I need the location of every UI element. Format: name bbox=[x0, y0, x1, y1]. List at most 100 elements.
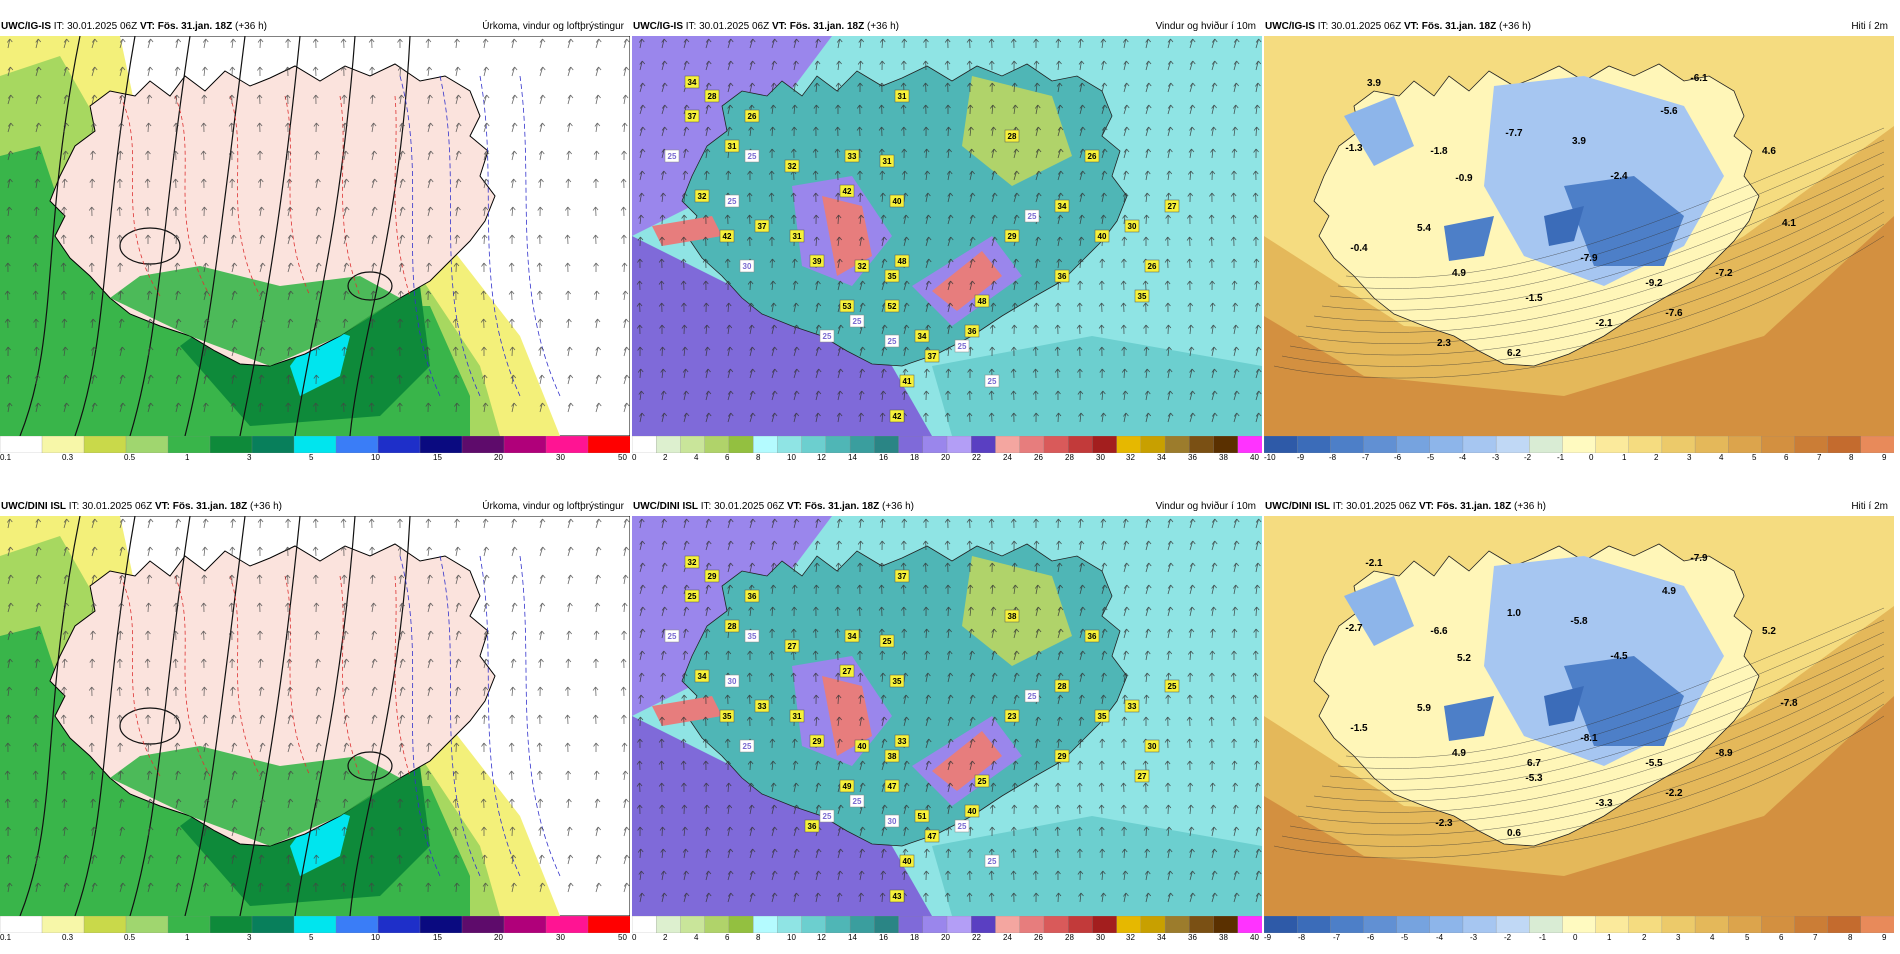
colorbar-swatch bbox=[728, 436, 754, 453]
colorbar-swatch bbox=[1068, 436, 1094, 453]
svg-text:37: 37 bbox=[898, 572, 907, 581]
temp-colorbar-ticks: -9 -8 -7 -6 -5 -4 -3 -2 -1 0 1 2 3 4 5 6 7 8 9 bbox=[1264, 933, 1894, 945]
svg-text:26: 26 bbox=[1148, 262, 1157, 271]
colorbar-swatch bbox=[753, 436, 779, 453]
colorbar-tick-label: 9 bbox=[1882, 453, 1887, 462]
temperature-label: -1.5 bbox=[1525, 293, 1543, 304]
colorbar-swatch bbox=[801, 436, 827, 453]
svg-text:52: 52 bbox=[888, 302, 897, 311]
gust-label: 25 bbox=[879, 634, 895, 648]
gust-label: 39 bbox=[809, 254, 825, 268]
colorbar-swatch bbox=[1761, 436, 1796, 453]
precip-colorbar-ticks: 0.1 0.3 0.5 1 3 5 10 15 20 30 50 bbox=[0, 933, 630, 945]
svg-text:37: 37 bbox=[688, 112, 697, 121]
svg-text:26: 26 bbox=[1088, 152, 1097, 161]
svg-text:36: 36 bbox=[1058, 272, 1067, 281]
colorbar-swatch bbox=[587, 916, 630, 933]
svg-text:39: 39 bbox=[813, 257, 822, 266]
temp-cold-west bbox=[1444, 216, 1494, 261]
svg-text:29: 29 bbox=[708, 572, 717, 581]
colorbar-tick-label: 6 bbox=[1784, 453, 1789, 462]
colorbar-swatch bbox=[1116, 916, 1142, 933]
temperature-label: 5.2 bbox=[1457, 653, 1471, 664]
gust-label: 29 bbox=[1004, 229, 1020, 243]
temperature-label: -0.9 bbox=[1455, 173, 1473, 184]
colorbar-swatch bbox=[1264, 916, 1298, 933]
colorbar-tick-label: 10 bbox=[787, 933, 796, 942]
gust-label: 36 bbox=[1084, 629, 1100, 643]
colorbar-tick-label: -1 bbox=[1539, 933, 1547, 942]
gust-label: 31 bbox=[879, 154, 895, 168]
colorbar-tick-label: 14 bbox=[848, 453, 857, 462]
colorbar-tick-label: 3 bbox=[1676, 933, 1681, 942]
colorbar-swatch bbox=[377, 436, 421, 453]
svg-text:25: 25 bbox=[888, 337, 897, 346]
svg-text:29: 29 bbox=[1008, 232, 1017, 241]
temperature-label: 4.1 bbox=[1782, 218, 1796, 229]
colorbar-tick-label: 34 bbox=[1157, 933, 1166, 942]
colorbar-swatch bbox=[1092, 436, 1118, 453]
panel-title: Hiti í 2m bbox=[1851, 21, 1888, 32]
svg-text:34: 34 bbox=[698, 672, 707, 681]
gust-label: 37 bbox=[754, 219, 770, 233]
colorbar-swatch bbox=[1043, 436, 1069, 453]
colorbar-swatch bbox=[1827, 436, 1862, 453]
temperature-label: 1.0 bbox=[1507, 608, 1521, 619]
svg-text:25: 25 bbox=[748, 152, 757, 161]
colorbar-tick-label: -3 bbox=[1470, 933, 1478, 942]
colorbar-tick-label: -6 bbox=[1394, 453, 1402, 462]
svg-text:32: 32 bbox=[788, 162, 797, 171]
temperature-label: -7.9 bbox=[1690, 553, 1708, 564]
colorbar-swatch bbox=[0, 916, 43, 933]
colorbar-swatch bbox=[1363, 436, 1398, 453]
wind-speed-label: 30 bbox=[724, 674, 740, 688]
panel-title: Vindur og hviður í 10m bbox=[1155, 21, 1256, 32]
colorbar-tick-label: 30 bbox=[1096, 453, 1105, 462]
wind-area-sw bbox=[632, 236, 932, 436]
temp-very-cold-area bbox=[1564, 656, 1684, 746]
svg-text:25: 25 bbox=[883, 637, 892, 646]
colorbar-swatch bbox=[1396, 436, 1431, 453]
model-name: UWC/IG-IS bbox=[1, 21, 51, 32]
temp-colorbar-ticks: -10 -9 -8 -7 -6 -5 -4 -3 -2 -1 0 1 2 3 4 5 6 7 8 9 bbox=[1264, 453, 1894, 465]
temperature-label: 3.9 bbox=[1572, 136, 1586, 147]
gust-label: 34 bbox=[914, 329, 930, 343]
colorbar-tick-label: 30 bbox=[1096, 933, 1105, 942]
colorbar-swatch bbox=[1595, 436, 1630, 453]
svg-text:30: 30 bbox=[888, 817, 897, 826]
svg-text:31: 31 bbox=[793, 232, 802, 241]
gust-label: 41 bbox=[899, 374, 915, 388]
colorbar-tick-label: -9 bbox=[1264, 933, 1272, 942]
wind-gust-south bbox=[932, 731, 1002, 791]
colorbar-tick-label: -3 bbox=[1492, 453, 1500, 462]
colorbar-tick-label: 5 bbox=[1752, 453, 1757, 462]
svg-text:34: 34 bbox=[848, 632, 857, 641]
wind-area-se bbox=[932, 816, 1262, 916]
colorbar-swatch bbox=[1164, 436, 1190, 453]
colorbar-swatch bbox=[849, 916, 875, 933]
svg-text:30: 30 bbox=[1148, 742, 1157, 751]
svg-text:40: 40 bbox=[968, 807, 977, 816]
svg-text:41: 41 bbox=[903, 377, 912, 386]
svg-text:40: 40 bbox=[1098, 232, 1107, 241]
colorbar-swatch bbox=[922, 436, 948, 453]
temperature-label: -7.6 bbox=[1665, 308, 1683, 319]
gust-label: 29 bbox=[809, 734, 825, 748]
colorbar-swatch bbox=[1595, 916, 1630, 933]
panel-title: Úrkoma, vindur og loftþrýstingur bbox=[482, 21, 624, 32]
temperature-contours bbox=[119, 95, 411, 297]
temperature-label: -2.3 bbox=[1435, 818, 1453, 829]
colorbar-tick-label: 15 bbox=[433, 933, 442, 942]
colorbar-swatch bbox=[874, 916, 900, 933]
colorbar-tick-label: 1 bbox=[1622, 453, 1627, 462]
colorbar-tick-label: 3 bbox=[247, 933, 252, 942]
svg-text:25: 25 bbox=[853, 317, 862, 326]
colorbar-swatch bbox=[335, 916, 379, 933]
temp-cold-center bbox=[1544, 206, 1584, 246]
wind-gust-south bbox=[932, 251, 1002, 311]
panel-r2-wind: UWC/DINI ISL IT: 30.01.2025 06Z VT: Fös.… bbox=[632, 499, 1262, 954]
colorbar-tick-label: 20 bbox=[941, 933, 950, 942]
colorbar-tick-label: 2 bbox=[1654, 453, 1659, 462]
colorbar-tick-label: 16 bbox=[879, 933, 888, 942]
colorbar-tick-label: 34 bbox=[1157, 453, 1166, 462]
